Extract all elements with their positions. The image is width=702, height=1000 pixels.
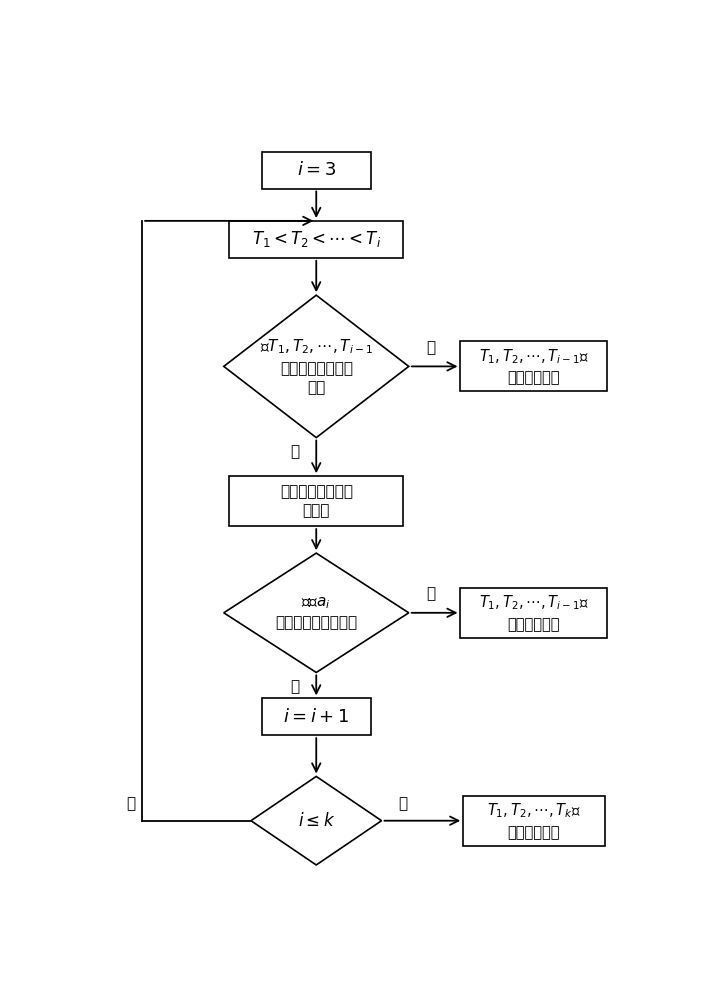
Text: 是: 是 — [127, 796, 135, 811]
FancyBboxPatch shape — [230, 221, 404, 258]
Polygon shape — [224, 295, 409, 438]
Text: 斜率$a_i$
是否在其置信区间内: 斜率$a_i$ 是否在其置信区间内 — [275, 595, 357, 631]
FancyBboxPatch shape — [262, 698, 371, 735]
Polygon shape — [224, 553, 409, 672]
Text: 否: 否 — [426, 340, 435, 355]
Text: $i=3$: $i=3$ — [297, 161, 336, 179]
Text: $i=i+1$: $i=i+1$ — [284, 708, 349, 726]
Text: 与$T_1,T_2,\cdots,T_{i-1}$
退化轨迹模型是否
相同: 与$T_1,T_2,\cdots,T_{i-1}$ 退化轨迹模型是否 相同 — [260, 337, 373, 396]
Text: $T_1,T_2,\cdots,T_{i-1}$下
失效机理一致: $T_1,T_2,\cdots,T_{i-1}$下 失效机理一致 — [479, 594, 589, 632]
Text: $T_1<T_2<\cdots<T_i$: $T_1<T_2<\cdots<T_i$ — [251, 229, 381, 249]
Text: $T_1,T_2,\cdots,T_k$下
失效机理一致: $T_1,T_2,\cdots,T_k$下 失效机理一致 — [487, 801, 581, 840]
Text: $T_1,T_2,\cdots,T_{i-1}$下
失效机理一致: $T_1,T_2,\cdots,T_{i-1}$下 失效机理一致 — [479, 347, 589, 386]
FancyBboxPatch shape — [463, 796, 604, 846]
Text: 是: 是 — [290, 679, 299, 694]
Text: 将非线性退化模型
线性化: 将非线性退化模型 线性化 — [280, 484, 352, 519]
Text: $i\leq k$: $i\leq k$ — [298, 812, 335, 830]
FancyBboxPatch shape — [461, 588, 607, 638]
Text: 是: 是 — [290, 444, 299, 459]
Text: 否: 否 — [426, 586, 435, 601]
Text: 否: 否 — [399, 796, 408, 811]
FancyBboxPatch shape — [262, 152, 371, 189]
FancyBboxPatch shape — [230, 476, 404, 526]
FancyBboxPatch shape — [461, 341, 607, 391]
Polygon shape — [251, 776, 382, 865]
